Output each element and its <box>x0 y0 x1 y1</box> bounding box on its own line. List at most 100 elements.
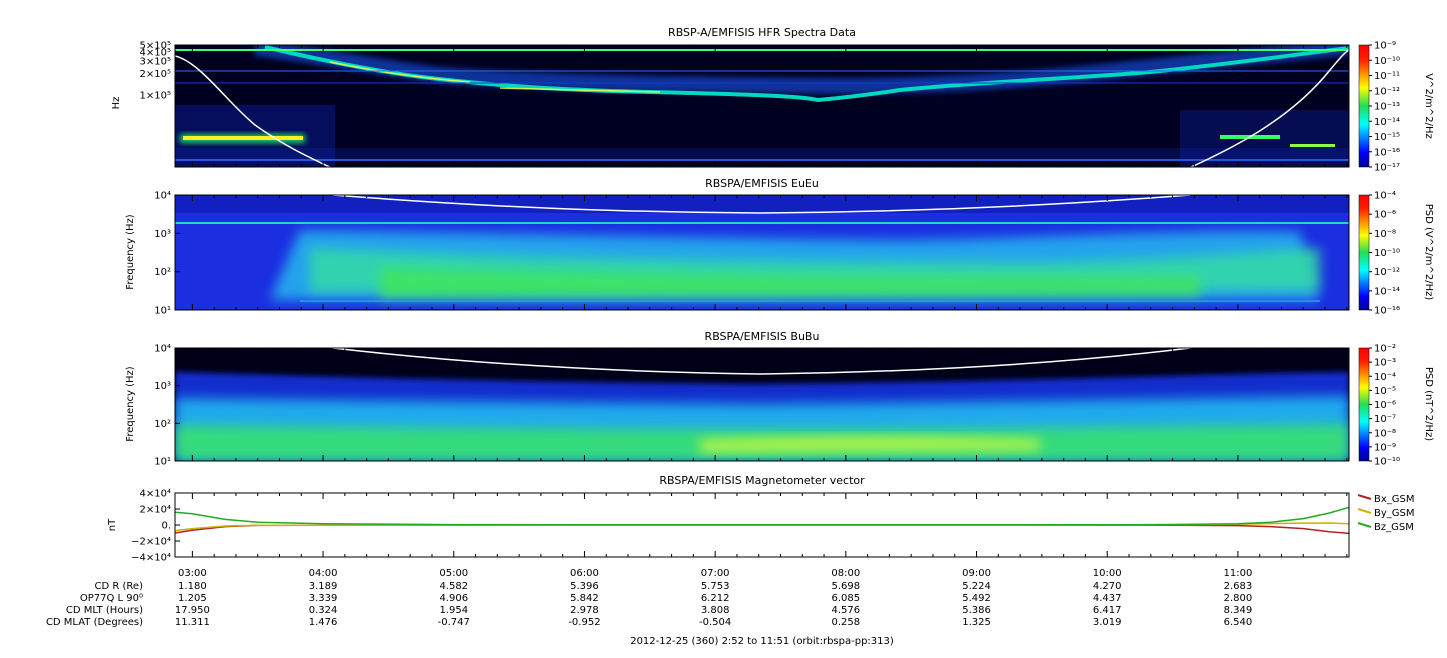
ephemeris-value: 3.808 <box>701 605 730 616</box>
mag-legend: Bx_GSM By_GSM Bz_GSM <box>1357 494 1415 533</box>
ephemeris-value: 5.396 <box>570 581 599 592</box>
ephemeris-value: -0.747 <box>438 617 470 628</box>
ytick-label: 2×10⁵ <box>140 69 171 80</box>
colorbar-tick-label: 10⁻⁴ <box>1374 372 1396 383</box>
colorbar-tick-label: 10⁻¹⁷ <box>1374 163 1400 174</box>
ephemeris-value: 5.492 <box>962 593 991 604</box>
ephemeris-value: 5.386 <box>962 605 991 616</box>
colorbar-tick-label: 10⁻¹⁶ <box>1374 306 1400 317</box>
ephemeris-table: CD R (Re) 1.180 3.189 4.582 5.396 5.753 5.698 5… <box>46 581 1252 628</box>
eueu-bottom-line <box>300 300 1320 302</box>
eueu-yticks: 10⁴ 10³ 10² 10¹ <box>154 191 180 317</box>
colorbar-tick-label: 10⁻¹² <box>1374 267 1400 278</box>
hfr-band-left <box>183 136 303 140</box>
eueu-ylabel: Frequency (Hz) <box>125 214 136 290</box>
ytick-label: 2×10⁴ <box>140 505 171 516</box>
ephemeris-value: 3.339 <box>309 593 338 604</box>
colorbar-tick-label: 10⁻¹² <box>1374 86 1400 97</box>
colorbar-tick-label: 10⁻³ <box>1374 358 1396 369</box>
bubu-title: RBSPA/EMFISIS BuBu <box>705 330 820 343</box>
ephemeris-value: 0.258 <box>832 617 861 628</box>
ytick-label: 10³ <box>154 381 171 392</box>
hfr-colorbar-scale <box>1358 44 1370 168</box>
ephemeris-value: 0.324 <box>309 605 338 616</box>
ephemeris-row-label: CD MLT (Hours) <box>66 605 143 616</box>
mag-ylabel: nT <box>107 518 118 531</box>
colorbar-tick-label: 10⁻² <box>1374 344 1396 355</box>
ytick-label: 10⁴ <box>154 344 171 355</box>
colorbar-tick-label: 10⁻⁷ <box>1374 414 1396 425</box>
hfr-upper-hybrid-core <box>329 61 661 93</box>
ephemeris-value: 2.683 <box>1224 581 1253 592</box>
time-label: 04:00 <box>309 568 338 579</box>
hfr-panel: RBSP-A/EMFISIS HFR Spectra Data Hz 5×10⁵… <box>111 26 1434 174</box>
hfr-gyro-line <box>175 49 1349 167</box>
ephemeris-value: -0.952 <box>568 617 600 628</box>
time-label: 09:00 <box>962 568 991 579</box>
colorbar-tick-label: 10⁻⁸ <box>1374 229 1396 240</box>
ytick-label: 10¹ <box>154 306 171 317</box>
eueu-colorbar: 10⁻⁴ 10⁻⁶ 10⁻⁸ 10⁻¹⁰ 10⁻¹² 10⁻¹⁴ 10⁻¹⁶ PSD (V^… <box>1358 191 1434 317</box>
ephemeris-value: 5.698 <box>832 581 861 592</box>
ephemeris-value: 6.212 <box>701 593 730 604</box>
hfr-band-right-2 <box>1290 144 1335 147</box>
colorbar-tick-label: 10⁻⁶ <box>1374 400 1396 411</box>
ytick-label: −4×10⁴ <box>131 553 171 564</box>
ephemeris-value: 3.189 <box>309 581 338 592</box>
time-label: 06:00 <box>570 568 599 579</box>
bubu-yticks: 10⁴ 10³ 10² 10¹ <box>154 344 180 468</box>
eueu-colorbar-label: PSD (V^2/m^2/Hz) <box>1423 204 1434 301</box>
eueu-panel: RBSPA/EMFISIS EuEu Frequency (Hz) 10⁴ 10³… <box>125 177 1434 317</box>
ytick-label: 10¹ <box>154 457 171 468</box>
ytick-label: 4×10⁵ <box>140 47 171 58</box>
hfr-frame <box>174 44 1350 168</box>
ytick-label: 10² <box>154 419 171 430</box>
bubu-colorbar-scale <box>1358 347 1370 462</box>
eueu-low-band <box>380 268 1200 298</box>
hfr-title: RBSP-A/EMFISIS HFR Spectra Data <box>668 26 856 39</box>
bubu-colorbar: 10⁻² 10⁻³ 10⁻⁴ 10⁻⁵ 10⁻⁶ 10⁻⁷ 10⁻⁸ 10⁻⁹ 10⁻¹⁰ PS… <box>1358 344 1434 468</box>
ephemeris-row-label: OP77Q L 90⁰ <box>80 593 143 604</box>
colorbar-tick-label: 10⁻¹⁰ <box>1374 457 1400 468</box>
colorbar-tick-label: 10⁻⁹ <box>1374 41 1396 52</box>
eueu-frame <box>174 194 1350 311</box>
colorbar-tick-label: 10⁻¹⁰ <box>1374 248 1400 259</box>
hfr-colorbar-ticks: 10⁻⁹ 10⁻¹⁰ 10⁻¹¹ 10⁻¹² 10⁻¹³ 10⁻¹⁴ 10⁻¹⁵ 10⁻¹⁶ 1… <box>1369 41 1400 174</box>
legend-label: Bx_GSM <box>1374 494 1415 505</box>
legend-label: Bz_GSM <box>1374 522 1414 533</box>
time-label: 07:00 <box>701 568 730 579</box>
colorbar-tick-label: 10⁻⁶ <box>1374 210 1396 221</box>
time-label: 11:00 <box>1223 568 1252 579</box>
ytick-label: 10³ <box>154 229 171 240</box>
hfr-spectrogram <box>175 45 1349 167</box>
colorbar-tick-label: 10⁻¹⁴ <box>1374 117 1400 128</box>
ephemeris-value: 4.906 <box>439 593 468 604</box>
bubu-colorbar-label: PSD (nT^2/Hz) <box>1423 367 1434 441</box>
colorbar-tick-label: 10⁻¹⁴ <box>1374 286 1400 297</box>
mag-title: RBSPA/EMFISIS Magnetometer vector <box>659 474 865 487</box>
ephemeris-value: 1.180 <box>178 581 207 592</box>
ephemeris-value: 1.476 <box>309 617 338 628</box>
legend-label: By_GSM <box>1374 508 1415 519</box>
bubu-panel: RBSPA/EMFISIS BuBu Frequency (Hz) 10⁴ 10³… <box>125 330 1434 468</box>
ephemeris-value: 6.417 <box>1093 605 1122 616</box>
ephemeris-value: 4.270 <box>1093 581 1122 592</box>
ephemeris-value: 6.540 <box>1224 617 1253 628</box>
ytick-label: 5×10⁵ <box>140 41 171 52</box>
colorbar-tick-label: 10⁻¹³ <box>1374 102 1400 113</box>
legend-swatch <box>1357 522 1372 528</box>
ephemeris-value: 17.950 <box>175 605 210 616</box>
eueu-top-dark <box>175 195 1349 213</box>
time-label: 05:00 <box>439 568 468 579</box>
ephemeris-value: 11.311 <box>175 617 210 628</box>
ephemeris-value: 5.224 <box>962 581 991 592</box>
bubu-ylabel: Frequency (Hz) <box>125 366 136 442</box>
colorbar-tick-label: 10⁻⁸ <box>1374 428 1396 439</box>
bubu-yellow-band <box>700 437 1040 452</box>
time-axis-labels: 03:00 04:00 05:00 06:00 07:00 08:00 09:00 10:00… <box>178 568 1252 579</box>
legend-swatch <box>1357 508 1372 514</box>
hfr-lowband <box>175 148 1349 160</box>
time-ticks <box>191 45 1348 557</box>
